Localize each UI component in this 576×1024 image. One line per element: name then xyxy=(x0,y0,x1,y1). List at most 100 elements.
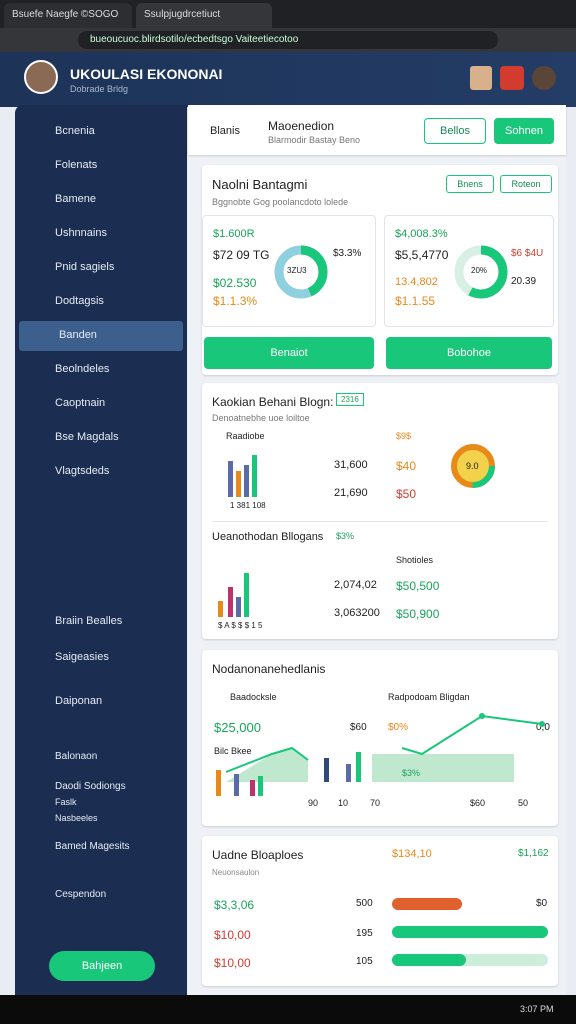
button[interactable]: Bellos xyxy=(424,118,486,144)
avatar[interactable] xyxy=(532,66,556,90)
donut xyxy=(274,245,328,299)
button[interactable]: Benaiot xyxy=(204,337,374,369)
value: $1,162 xyxy=(518,848,549,859)
value: $3,3,06 xyxy=(214,898,255,912)
value: $3.3% xyxy=(333,248,362,259)
donut xyxy=(451,444,495,488)
label: Shotioles xyxy=(396,555,434,565)
value: 105 xyxy=(356,956,373,967)
menu-item[interactable]: Vlagtsdeds xyxy=(55,465,110,477)
address-bar: bueoucuoc.blirdsotilo/ecbedtsgo Vaiteeti… xyxy=(0,28,576,52)
panel: $4,008.3% $5,5,4770 13.4,802 $1.1.55 20%… xyxy=(384,215,554,327)
icon[interactable] xyxy=(470,66,492,90)
card: Uadne Bloaploes $134,10 $1,162 Neuonsaul… xyxy=(202,836,558,986)
card: Naolni Bantagmi Bggnobte Gog poolancdoto… xyxy=(202,165,558,375)
section-title: Ueanothodan Bllogans xyxy=(212,531,324,543)
legend: Radpodoam Bligdan xyxy=(388,692,470,702)
menu-item[interactable]: Dodtagsis xyxy=(55,295,104,307)
menu-item[interactable]: Beolndeles xyxy=(55,363,110,375)
value: $60 xyxy=(350,722,367,733)
button[interactable]: Bahjeen xyxy=(49,951,155,981)
button[interactable]: Bnens xyxy=(446,175,494,193)
menu-item[interactable]: Banden xyxy=(19,321,183,351)
value: $50,500 xyxy=(396,579,440,593)
label: Blanis xyxy=(210,125,240,137)
tab-bar: Bsuefe Naegfe ©SOGO Ssulpjugdrcetiuct xyxy=(0,0,576,28)
value: $40 xyxy=(396,459,417,473)
taskbar: 3:07 PM xyxy=(0,995,576,1024)
value: $1.1.3% xyxy=(213,294,258,308)
axis: 1 381 108 xyxy=(230,501,266,510)
badge: 2316 xyxy=(336,393,364,406)
clock: 3:07 PM xyxy=(520,1004,554,1014)
donut-label: 20% xyxy=(471,266,488,275)
axis: $60 xyxy=(470,798,486,808)
topbar-subtitle: Blarmodir Bastay Beno xyxy=(268,135,361,145)
menu-item[interactable]: Daodi Sodiongs xyxy=(55,781,126,792)
progress-fill xyxy=(392,954,466,966)
tab[interactable]: Bsuefe Naegfe ©SOGO xyxy=(4,3,132,28)
button[interactable]: Roteon xyxy=(500,175,552,193)
label: Neuonsaulon xyxy=(212,868,260,877)
axis: $ A $ $ $ 1 5 xyxy=(218,621,263,630)
topbar: Blanis Maoenedion Blarmodir Bastay Beno … xyxy=(188,105,566,155)
label: Bilc Bkee xyxy=(214,746,252,756)
value: 195 xyxy=(356,928,373,939)
tab[interactable]: Ssulpjugdrcetiuct xyxy=(136,3,272,28)
button[interactable]: Sohnen xyxy=(494,118,554,144)
value: $6 $4U xyxy=(511,248,544,259)
progress xyxy=(392,898,462,910)
card-title: Uadne Bloaploes xyxy=(212,848,304,862)
value: $1.600R xyxy=(213,228,255,240)
menu-item[interactable]: Folenats xyxy=(55,159,98,171)
menu-item[interactable]: Braiin Bealles xyxy=(55,615,123,627)
menu-item[interactable]: Balonaon xyxy=(55,751,98,762)
value: $134,10 xyxy=(392,848,432,860)
menu-item[interactable]: Pnid sagiels xyxy=(55,261,115,273)
value: $02.530 xyxy=(213,276,257,290)
value: $50 xyxy=(396,487,417,501)
menu-item[interactable]: Nasbeeles xyxy=(55,813,98,823)
menu-item[interactable]: Ushnnains xyxy=(55,227,107,239)
app-subtitle: Dobrade Brldg xyxy=(70,84,129,94)
app-title: UKOULASI EKONONAI xyxy=(70,66,223,82)
notification[interactable] xyxy=(500,66,524,90)
axis: 10 xyxy=(338,798,349,808)
menu-item[interactable]: Faslk xyxy=(55,797,77,807)
value: $1.1.55 xyxy=(395,294,436,308)
menu-item[interactable]: Cespendon xyxy=(55,889,107,900)
chart xyxy=(216,713,545,796)
value: 3,063200 xyxy=(334,607,380,619)
value: $0% xyxy=(388,722,409,733)
value: $4,008.3% xyxy=(395,228,448,240)
button[interactable]: Bobohoe xyxy=(386,337,552,369)
progress xyxy=(392,926,548,938)
menu-item[interactable]: Bamed Magesits xyxy=(55,841,130,852)
axis: 70 xyxy=(370,798,381,808)
mini-bars xyxy=(228,455,257,497)
donut xyxy=(454,245,508,299)
value: $0 xyxy=(536,898,548,909)
url[interactable]: bueoucuoc.blirdsotilo/ecbedtsgo Vaiteeti… xyxy=(78,31,498,49)
panel: $1.600R $72 09 TG $02.530 $1.1.3% 3ZU3 $… xyxy=(202,215,376,327)
divider xyxy=(212,521,548,522)
menu-item[interactable]: Bamene xyxy=(55,193,96,205)
value: 20.39 xyxy=(511,276,537,287)
value: $5,5,4770 xyxy=(395,248,449,262)
menu-item[interactable]: Caoptnain xyxy=(55,397,106,409)
menu-item[interactable]: Bse Magdals xyxy=(55,431,119,443)
value: $72 09 TG xyxy=(213,248,270,262)
card: Kaokian Behani Blogn: 2316 Denoatnebhe u… xyxy=(202,383,558,639)
value: 31,600 xyxy=(334,459,368,471)
badge: $3% xyxy=(336,531,355,541)
menu-item[interactable]: Daiponan xyxy=(55,695,103,707)
menu-item[interactable]: Saigeasies xyxy=(55,651,109,663)
menu-item[interactable]: Bcnenia xyxy=(55,125,95,137)
mini-bars xyxy=(218,573,249,617)
value: $10,00 xyxy=(214,956,251,970)
card-title: Kaokian Behani Blogn: xyxy=(212,395,334,409)
sidebar: Bcnenia Folenats Bamene Ushnnains Pnid sagie… xyxy=(15,105,187,995)
value: 500 xyxy=(356,898,373,909)
value: 21,690 xyxy=(334,487,368,499)
